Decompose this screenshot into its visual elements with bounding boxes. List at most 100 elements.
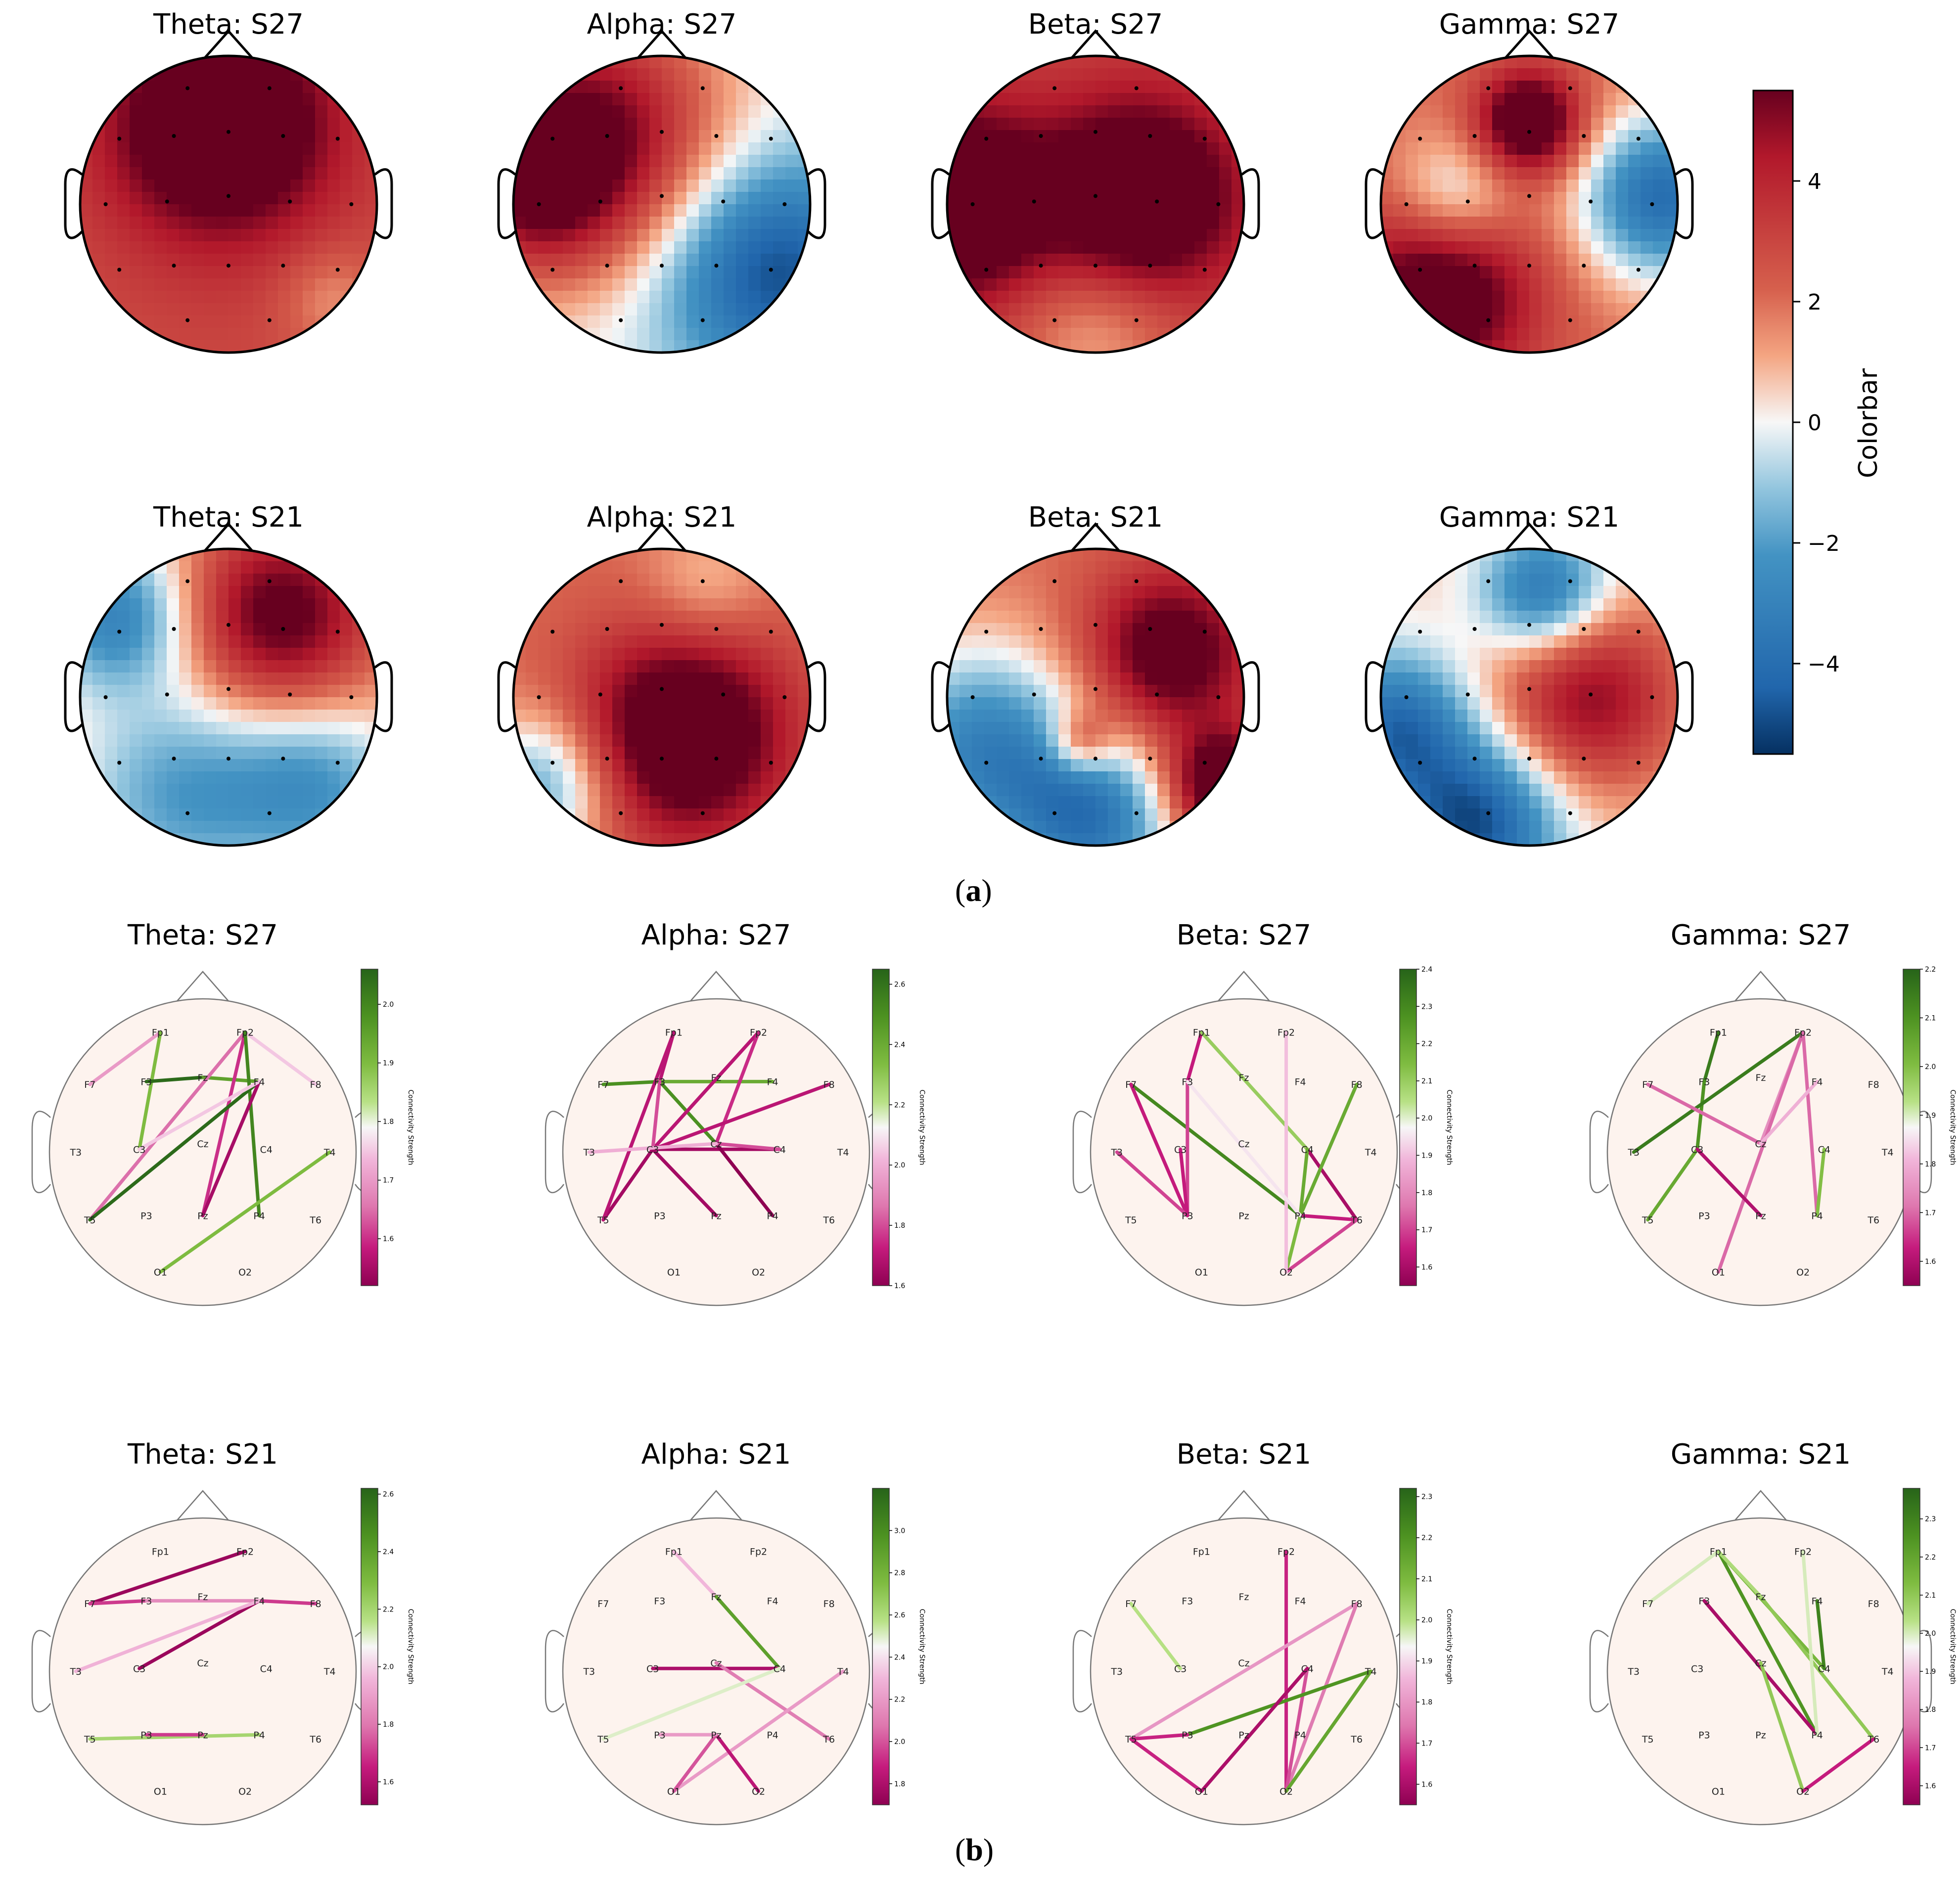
heat-cell: [1579, 611, 1592, 624]
heat-cell: [1492, 241, 1505, 254]
heat-cell: [1095, 821, 1108, 834]
heat-cell: [674, 771, 687, 784]
heat-cell: [699, 808, 712, 821]
electrode-label: P4: [767, 1210, 778, 1221]
heat-cell: [204, 229, 217, 242]
heat-cell: [1046, 179, 1059, 192]
heat-cell: [637, 660, 650, 673]
heat-cell: [662, 672, 675, 685]
heat-cell: [1046, 660, 1059, 673]
heat-cell: [1616, 291, 1629, 304]
heat-cell: [662, 808, 675, 821]
heat-cell: [748, 747, 761, 760]
heat-cell: [105, 710, 118, 722]
heat-cell: [365, 105, 377, 118]
heat-cell: [575, 623, 588, 636]
heat-cell: [1108, 648, 1121, 661]
heat-cell: [1231, 611, 1244, 624]
heat-cell: [1603, 303, 1616, 316]
heat-cell: [538, 68, 551, 81]
heat-cell: [1542, 303, 1554, 316]
heat-cell: [290, 340, 303, 353]
electrode-label: Pz: [1238, 1210, 1249, 1221]
heat-cell: [736, 734, 749, 747]
heat-cell: [1603, 635, 1616, 648]
heat-cell: [290, 747, 303, 760]
heat-cell: [761, 68, 774, 81]
heat-cell: [1133, 710, 1145, 722]
edge-fp1-c4: [1199, 1030, 1309, 1151]
heat-cell: [303, 142, 316, 155]
heat-cell: [1554, 167, 1567, 180]
heat-cell: [1455, 611, 1468, 624]
heat-cell: [761, 315, 774, 328]
heat-cell: [142, 759, 155, 772]
heat-cell: [278, 697, 291, 710]
heat-cell: [1406, 192, 1418, 205]
heat-cell: [117, 118, 130, 131]
heat-cell: [513, 204, 526, 217]
heat-cell: [241, 808, 254, 821]
heat-cell: [773, 241, 786, 254]
heat-cell: [241, 130, 254, 143]
heat-cell: [1566, 796, 1579, 809]
heat-cell: [1653, 598, 1666, 611]
heat-cell: [1406, 340, 1418, 353]
heat-cell: [1157, 118, 1170, 131]
heat-cell: [1418, 340, 1431, 353]
heat-cell: [1108, 635, 1121, 648]
heat-cell: [1467, 204, 1480, 217]
heat-cell: [674, 759, 687, 772]
heat-cell: [1058, 229, 1071, 242]
electrode-dot: [267, 579, 272, 583]
heat-cell: [550, 241, 563, 254]
heat-cell: [686, 217, 699, 229]
heat-cell: [216, 574, 229, 586]
heat-cell: [785, 635, 798, 648]
heat-cell: [1381, 796, 1394, 809]
left-ear: [1365, 168, 1384, 239]
heat-cell: [1406, 549, 1418, 562]
heat-cell: [1219, 697, 1232, 710]
heat-cell: [1194, 241, 1207, 254]
heat-cell: [216, 586, 229, 599]
heat-cell: [538, 167, 551, 180]
heat-cell: [1058, 81, 1071, 93]
heat-cell: [798, 771, 810, 784]
heat-cell: [526, 303, 539, 316]
heat-cell: [748, 254, 761, 267]
heat-cell: [117, 56, 130, 69]
heat-cell: [1120, 217, 1133, 229]
heat-cell: [303, 118, 316, 131]
heat-cell: [1628, 574, 1641, 586]
heat-cell: [278, 598, 291, 611]
heat-cell: [1058, 660, 1071, 673]
heat-cell: [1406, 796, 1418, 809]
heat-cell: [1194, 784, 1207, 797]
heat-cell: [228, 623, 241, 636]
heat-cell: [1517, 142, 1530, 155]
heat-cell: [92, 93, 105, 106]
heat-cell: [241, 167, 254, 180]
heat-cell: [649, 648, 662, 661]
heat-cell: [228, 685, 241, 698]
heat-cell: [1058, 291, 1071, 304]
heat-cell: [724, 142, 736, 155]
heat-cell: [315, 722, 328, 735]
edge-fp2-c3: [651, 1030, 761, 1151]
heat-cell: [327, 340, 340, 353]
heat-cell: [997, 204, 1009, 217]
heat-cell: [550, 118, 563, 131]
heat-cell: [997, 586, 1009, 599]
heat-cell: [736, 759, 749, 772]
heat-cell: [1120, 328, 1133, 341]
heat-cell: [303, 204, 316, 217]
heat-cell: [191, 278, 204, 291]
heat-cell: [662, 229, 675, 242]
heat-cell: [228, 833, 241, 846]
heat-cell: [1381, 598, 1394, 611]
heat-cell: [1566, 167, 1579, 180]
heat-cell: [290, 130, 303, 143]
colorbar-tick-label: −4: [1808, 652, 1840, 677]
heat-cell: [1095, 549, 1108, 562]
